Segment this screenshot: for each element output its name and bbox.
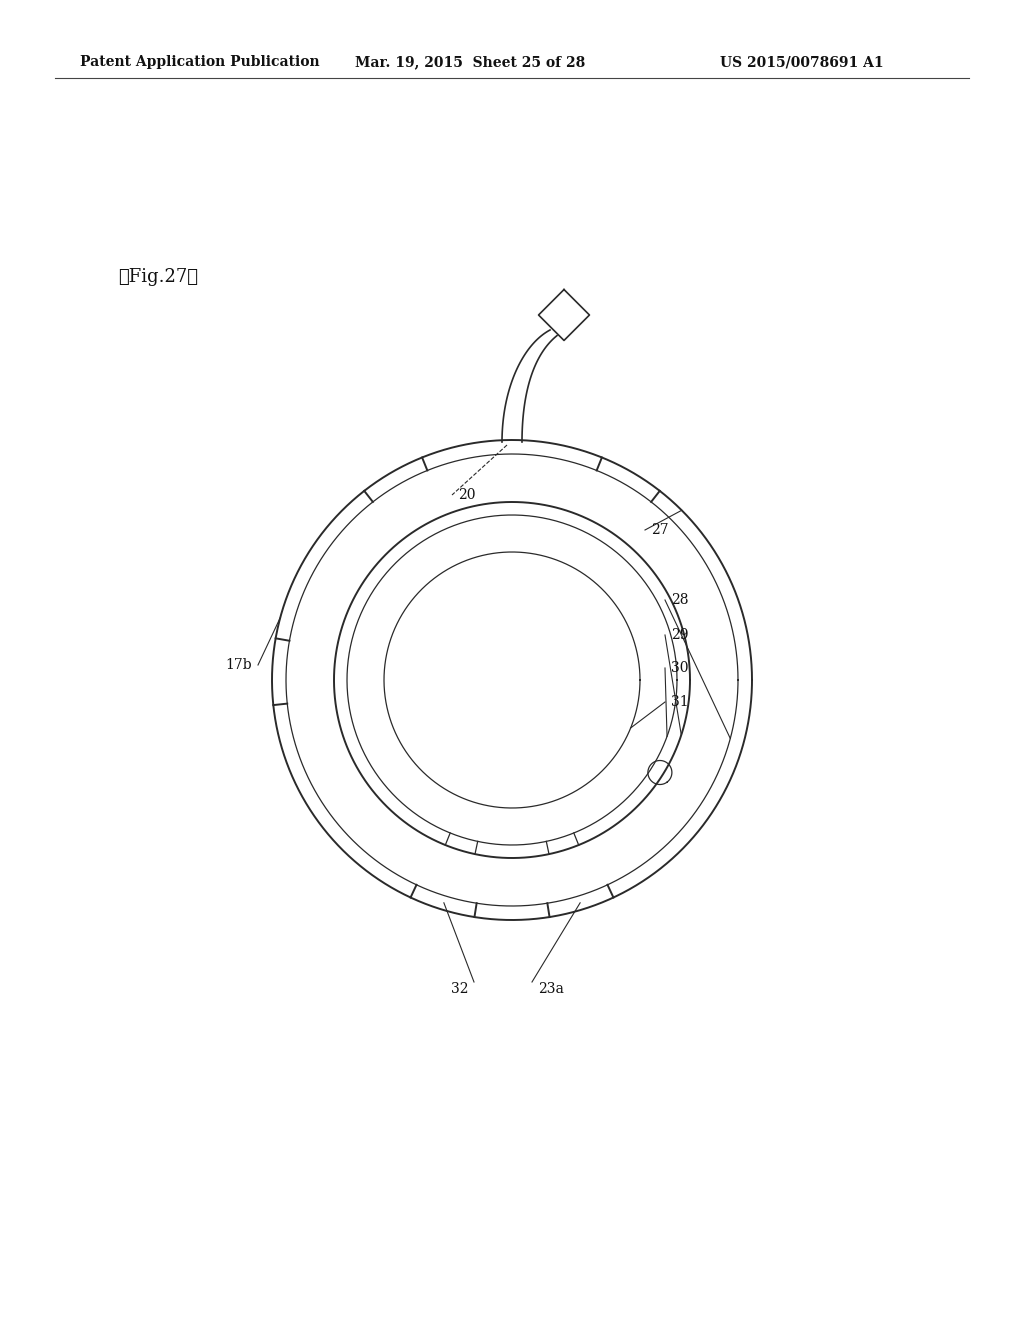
Polygon shape: [539, 289, 590, 341]
Text: 31: 31: [671, 696, 688, 709]
Text: Mar. 19, 2015  Sheet 25 of 28: Mar. 19, 2015 Sheet 25 of 28: [355, 55, 586, 69]
Text: 30: 30: [671, 661, 688, 675]
Text: Patent Application Publication: Patent Application Publication: [80, 55, 319, 69]
Text: 23a: 23a: [538, 982, 564, 997]
Text: 27: 27: [651, 523, 669, 537]
Text: 20: 20: [458, 488, 475, 502]
Text: 32: 32: [451, 982, 468, 997]
Text: 17b: 17b: [225, 657, 252, 672]
Text: 29: 29: [671, 628, 688, 642]
Text: 【Fig.27】: 【Fig.27】: [118, 268, 198, 286]
Text: US 2015/0078691 A1: US 2015/0078691 A1: [720, 55, 884, 69]
Text: 28: 28: [671, 593, 688, 607]
